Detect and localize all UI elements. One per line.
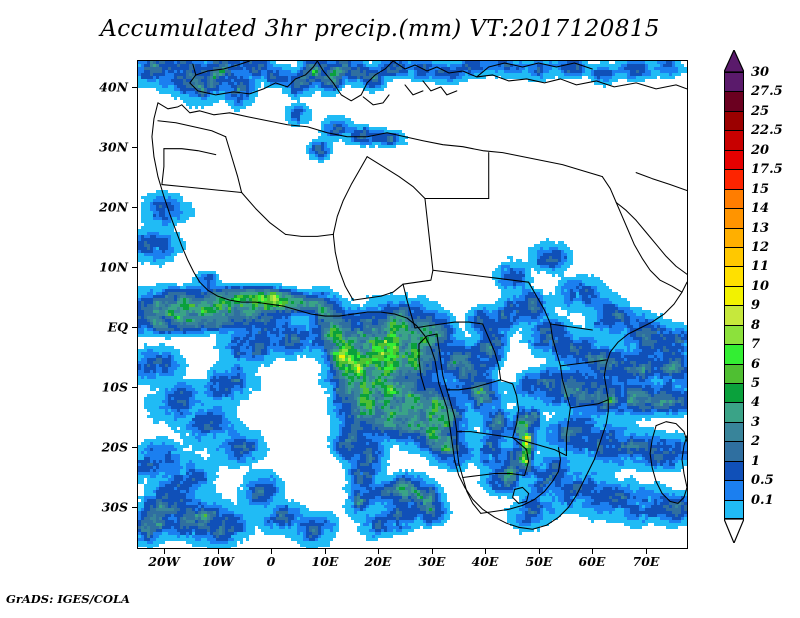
xaxis-label-70E: 70E bbox=[632, 554, 660, 569]
colorbar-under-arrow bbox=[724, 519, 744, 544]
xaxis-label-40E: 40E bbox=[471, 554, 499, 569]
colorbar-tick-label: 14 bbox=[751, 200, 770, 216]
ytick bbox=[132, 147, 137, 149]
ytick bbox=[132, 387, 137, 389]
colorbar-tick-label: 0.1 bbox=[751, 492, 774, 508]
xtick bbox=[271, 549, 273, 554]
yaxis-label-30S: 30S bbox=[101, 499, 128, 515]
colorbar-tick-label: 7 bbox=[751, 336, 761, 352]
colorbar-segment: 20 bbox=[724, 143, 769, 170]
colorbar-segment: 11 bbox=[724, 259, 769, 286]
ytick bbox=[132, 87, 137, 89]
colorbar-tick-label: 17.5 bbox=[751, 161, 783, 177]
xtick bbox=[218, 549, 220, 554]
xaxis-label-50E: 50E bbox=[525, 554, 553, 569]
colorbar-tick-label: 25 bbox=[751, 103, 770, 119]
colorbar-segment: 8 bbox=[724, 317, 760, 345]
colorbar-segment: 4 bbox=[724, 395, 760, 422]
colorbar-segment: 12 bbox=[724, 240, 769, 267]
xtick bbox=[592, 549, 594, 554]
colorbar-segment: 0.1 bbox=[724, 492, 774, 520]
colorbar-tick-label: 10 bbox=[751, 278, 770, 294]
xtick bbox=[646, 549, 648, 554]
colorbar-segment: 7 bbox=[724, 337, 760, 364]
ytick bbox=[132, 447, 137, 449]
colorbar-tick-label: 13 bbox=[751, 220, 770, 236]
ytick bbox=[132, 207, 137, 209]
colorbar-segment: 25 bbox=[724, 104, 769, 131]
colorbar-segment: 22.5 bbox=[724, 123, 783, 150]
colorbar-segment: 6 bbox=[724, 356, 760, 383]
ytick bbox=[132, 507, 137, 509]
xtick bbox=[325, 549, 327, 554]
colorbar-tick-label: 9 bbox=[751, 298, 761, 313]
colorbar-tick-label: 30 bbox=[751, 64, 770, 80]
precip-raster bbox=[138, 61, 687, 548]
colorbar-tick-label: 12 bbox=[751, 239, 770, 255]
colorbar-segment: 14 bbox=[724, 201, 769, 228]
xaxis-label-10W: 10W bbox=[202, 554, 234, 569]
yaxis-label-30N: 30N bbox=[99, 139, 128, 155]
colorbar-tick-label: 11 bbox=[751, 259, 770, 275]
xtick bbox=[432, 549, 434, 554]
colorbar-tick-label: 20 bbox=[751, 142, 770, 158]
colorbar-segment: 27.5 bbox=[724, 84, 783, 111]
xaxis-label-60E: 60E bbox=[578, 554, 606, 569]
xtick bbox=[378, 549, 380, 554]
yaxis-label-20N: 20N bbox=[99, 199, 128, 215]
colorbar-tick-label: 27.5 bbox=[751, 84, 783, 100]
ytick bbox=[132, 267, 137, 269]
xaxis-label-30E: 30E bbox=[418, 554, 446, 569]
page-title: Accumulated 3hr precip.(mm) VT:201712081… bbox=[100, 16, 660, 42]
xaxis-label-0: 0 bbox=[266, 554, 276, 569]
xtick bbox=[164, 549, 166, 554]
yaxis-label-10S: 10S bbox=[101, 379, 128, 395]
xaxis-label-10E: 10E bbox=[311, 554, 339, 569]
colorbar-tick-label: 22.5 bbox=[751, 123, 783, 139]
colorbar-segment: 0.5 bbox=[724, 473, 774, 500]
yaxis-label-20S: 20S bbox=[101, 439, 128, 455]
colorbar-segment: 3 bbox=[724, 415, 760, 442]
colorbar-tick-label: 3 bbox=[751, 414, 761, 430]
colorbar-tick-label: 5 bbox=[751, 375, 761, 391]
colorbar-tick-label: 15 bbox=[751, 181, 770, 197]
yaxis-label-40N: 40N bbox=[99, 79, 128, 95]
yaxis-label-EQ: EQ bbox=[107, 319, 128, 335]
colorbar-segment: 10 bbox=[724, 279, 769, 306]
colorbar-segment: 30 bbox=[724, 65, 769, 92]
colorbar-segment: 13 bbox=[724, 220, 769, 247]
xtick bbox=[485, 549, 487, 554]
colorbar-segment: 15 bbox=[724, 181, 769, 209]
ytick bbox=[132, 327, 137, 329]
xtick bbox=[539, 549, 541, 554]
colorbar-tick-label: 2 bbox=[751, 434, 761, 450]
precipitation-field bbox=[138, 61, 687, 548]
colorbar-segment: 9 bbox=[724, 298, 760, 325]
colorbar-tick-label: 8 bbox=[751, 317, 761, 333]
colorbar: 30 27.5 25 22.5 20 17.5 15 14 13 12 11 10 9 8 7 6 5 4 3 2 1 0… bbox=[724, 65, 783, 520]
yaxis-label-10N: 10N bbox=[99, 259, 128, 275]
map-plot-area bbox=[137, 60, 688, 549]
colorbar-segment: 2 bbox=[724, 434, 760, 461]
colorbar-tick-label: 1 bbox=[751, 453, 761, 469]
colorbar-segment: 17.5 bbox=[724, 162, 783, 189]
colorbar-segment: 5 bbox=[724, 376, 760, 403]
coastline-and-borders-overlay bbox=[151, 61, 687, 530]
xaxis-label-20E: 20E bbox=[364, 554, 392, 569]
colorbar-segment: 1 bbox=[724, 454, 760, 481]
colorbar-tick-label: 4 bbox=[751, 395, 761, 411]
colorbar-over-arrow bbox=[724, 50, 744, 72]
colorbar-tick-label: 0.5 bbox=[751, 472, 774, 488]
colorbar-tick-label: 6 bbox=[751, 356, 761, 372]
attribution-footer: GrADS: IGES/COLA bbox=[6, 592, 130, 606]
xaxis-label-20W: 20W bbox=[148, 554, 180, 569]
